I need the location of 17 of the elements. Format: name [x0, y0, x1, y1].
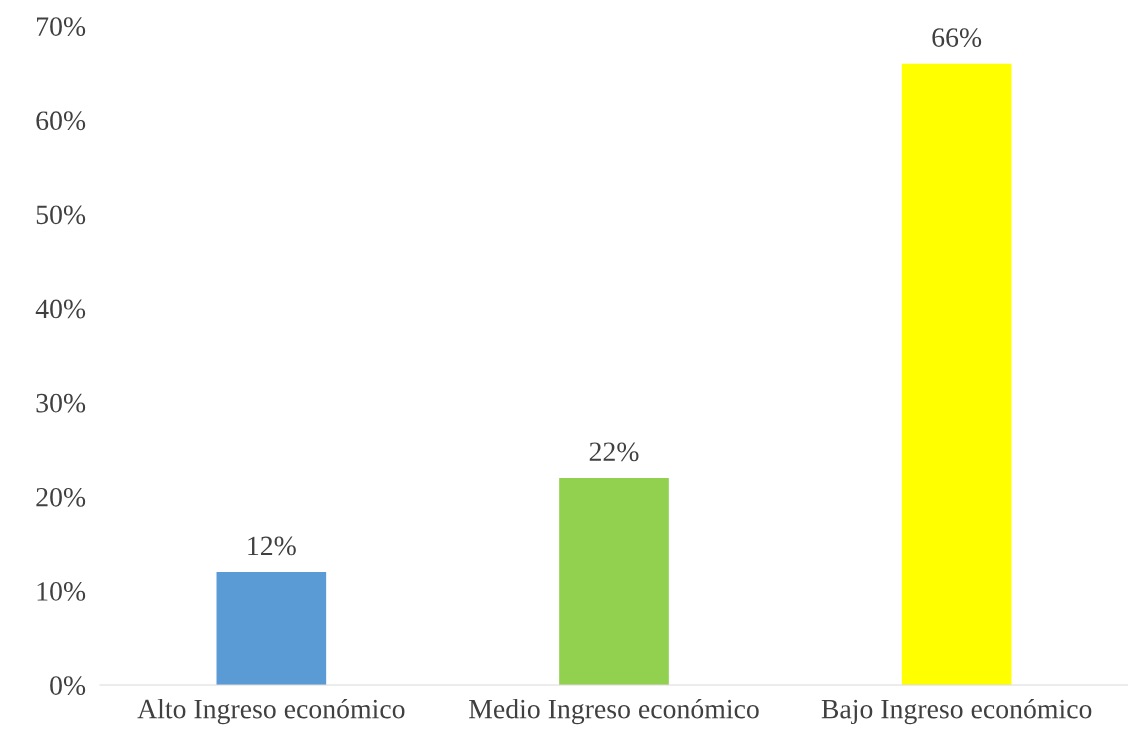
- y-tick-label: 40%: [35, 299, 86, 319]
- y-tick-label: 20%: [36, 487, 86, 507]
- bar: [901, 63, 1012, 685]
- data-label: 66%: [932, 28, 982, 47]
- y-tick-label: 70%: [37, 17, 86, 36]
- x-tick-label: Bajo Ingreso económico: [821, 698, 1092, 725]
- x-tick-label: Alto Ingreso económico: [137, 698, 405, 725]
- y-tick-label: 10%: [37, 582, 86, 601]
- data-label: 12%: [248, 536, 296, 556]
- y-tick-label: 60%: [36, 111, 86, 131]
- data-label: 22%: [589, 442, 639, 462]
- y-tick-label: 50%: [36, 205, 86, 225]
- x-tick-label: Medio Ingreso económico: [469, 698, 759, 725]
- bar: [559, 477, 669, 685]
- y-tick-label: 30%: [36, 393, 86, 413]
- y-tick-label: 0%: [50, 676, 86, 695]
- bar: [216, 572, 327, 685]
